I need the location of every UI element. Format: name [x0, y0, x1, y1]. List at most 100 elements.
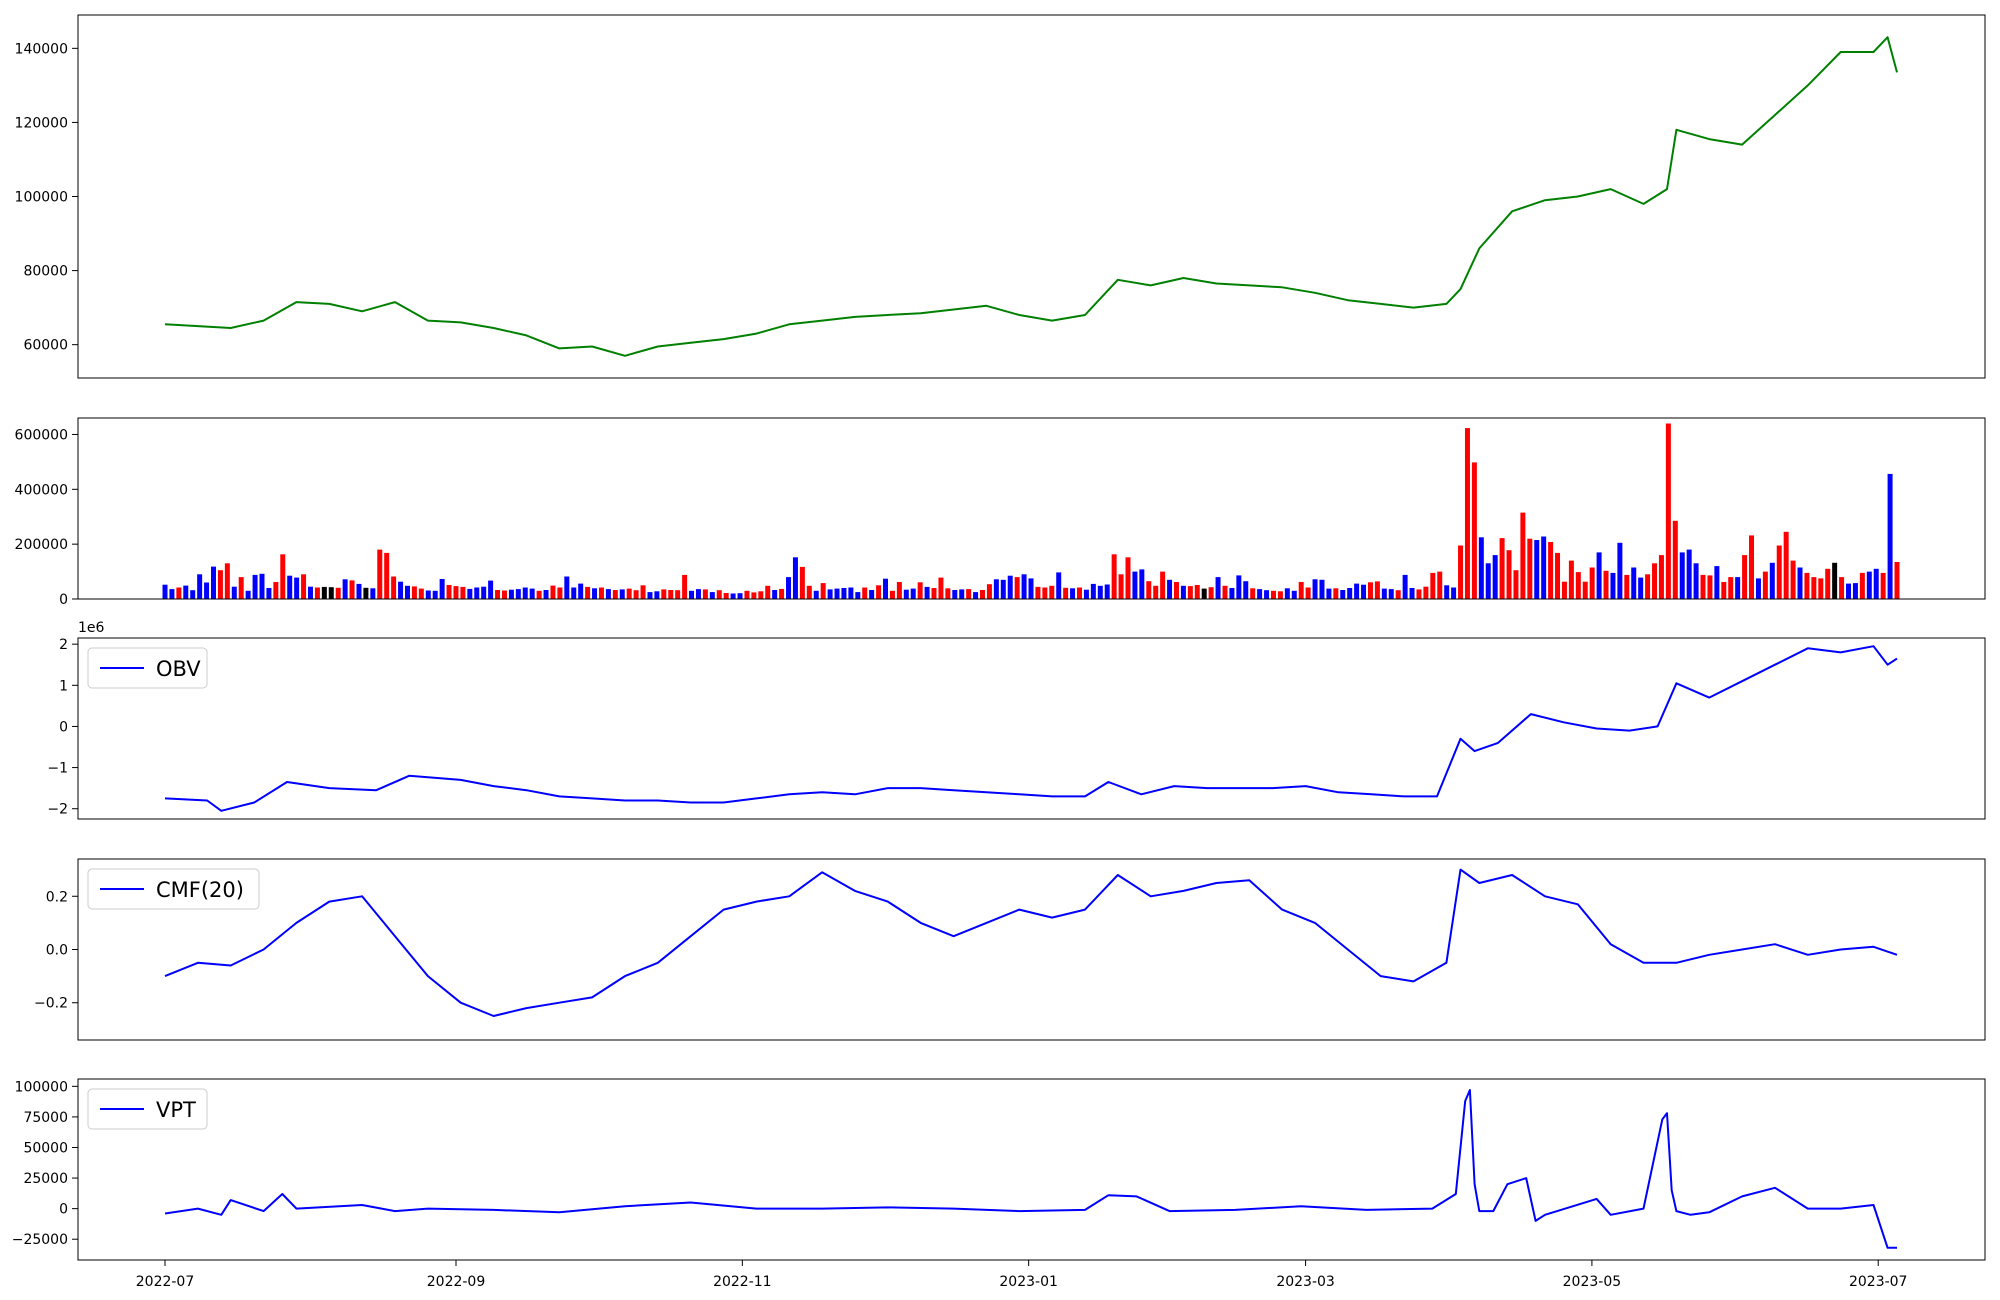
- obv-ytick-label: 1: [59, 678, 68, 694]
- volume-bar: [1707, 575, 1713, 599]
- obv-offset-label: 1e6: [78, 620, 105, 636]
- volume-bar: [598, 587, 604, 599]
- volume-bar: [1077, 587, 1082, 599]
- volume-bar: [751, 592, 757, 599]
- volume-bar: [1243, 581, 1249, 599]
- volume-bar: [1811, 577, 1817, 599]
- volume-bar: [1291, 590, 1297, 599]
- volume-bar: [1527, 538, 1533, 599]
- volume-bar: [869, 590, 875, 599]
- volume-bar: [529, 588, 535, 599]
- volume-bar: [1582, 581, 1588, 599]
- volume-bar: [799, 566, 805, 599]
- volume-bar: [1880, 572, 1886, 599]
- volume-bar: [758, 591, 764, 599]
- volume-bar: [1208, 587, 1214, 599]
- volume-bar: [377, 549, 383, 599]
- volume-bar: [1520, 512, 1526, 599]
- volume-bar: [952, 590, 958, 599]
- volume-bar: [654, 591, 660, 599]
- volume-bar: [1873, 568, 1879, 599]
- volume-bar: [183, 585, 189, 599]
- obv-series-line: [164, 645, 1898, 812]
- volume-bar: [945, 588, 951, 599]
- volume-bar: [1347, 588, 1353, 599]
- volume-bar: [585, 586, 591, 599]
- vpt-ytick-label: 25000: [23, 1171, 68, 1187]
- volume-bar: [959, 589, 965, 599]
- volume-bar: [855, 592, 861, 599]
- volume-bar: [1832, 562, 1838, 599]
- volume-bar: [335, 587, 341, 599]
- volume-bar: [1111, 554, 1117, 599]
- volume-bar: [973, 592, 979, 599]
- volume-bar: [1721, 582, 1727, 599]
- volume-bar: [1506, 550, 1512, 599]
- volume-bar: [1326, 588, 1332, 599]
- price-panel: 60000 80000 100000 120000 140000: [15, 14, 1986, 379]
- vpt-legend-label: VPT: [156, 1098, 196, 1122]
- volume-bar: [1485, 563, 1491, 599]
- volume-bar: [1236, 575, 1242, 599]
- volume-bar: [488, 580, 494, 599]
- volume-bar: [1104, 584, 1110, 599]
- volume-bar: [294, 577, 300, 599]
- volume-bar: [1638, 577, 1644, 599]
- volume-bar: [1049, 585, 1055, 599]
- volume-bar: [1624, 574, 1630, 599]
- volume-bar: [640, 585, 646, 599]
- volume-bar: [848, 587, 854, 599]
- volume-bar: [1063, 587, 1069, 599]
- volume-bar: [1735, 577, 1741, 599]
- volume-bar: [481, 586, 487, 599]
- volume-bar: [834, 588, 840, 599]
- volume-bar: [1776, 545, 1782, 599]
- volume-bar: [813, 590, 819, 599]
- volume-bar: [578, 583, 584, 599]
- vpt-ytick-label: 75000: [23, 1110, 68, 1126]
- volume-bar: [1846, 583, 1851, 599]
- volume-bar: [779, 588, 785, 599]
- volume-bar: [1534, 540, 1540, 599]
- volume-bar: [1367, 582, 1373, 599]
- volume-bar: [647, 592, 653, 599]
- xtick-label: 2022-09: [427, 1274, 486, 1290]
- volume-bar: [1894, 562, 1900, 599]
- volume-bar: [1132, 571, 1138, 599]
- price-ytick-label: 80000: [23, 264, 68, 280]
- volume-bar: [896, 582, 902, 599]
- volume-bar: [668, 590, 674, 599]
- volume-bar: [259, 573, 265, 599]
- volume-bar: [1700, 574, 1706, 599]
- cmf-legend: CMF(20): [87, 868, 260, 910]
- volume-bar: [1180, 585, 1186, 599]
- volume-bar: [1658, 555, 1664, 599]
- volume-bar: [404, 585, 410, 599]
- xtick-label: 2023-03: [1276, 1274, 1335, 1290]
- volume-bar: [1755, 578, 1761, 599]
- cmf-series-line: [164, 868, 1898, 1017]
- volume-bar: [931, 588, 937, 599]
- volume-bar: [1499, 538, 1505, 599]
- volume-bar: [827, 589, 833, 599]
- volume-bar: [689, 590, 695, 599]
- volume-axes-frame: [77, 417, 1986, 600]
- xtick-label: 2022-11: [713, 1274, 772, 1290]
- volume-bar: [605, 589, 611, 599]
- volume-bar: [1728, 577, 1734, 599]
- volume-bar: [1250, 588, 1256, 599]
- xtick-label: 2023-01: [999, 1274, 1058, 1290]
- volume-bar: [1762, 571, 1768, 599]
- volume-bar: [1284, 588, 1290, 599]
- volume-bar: [1652, 563, 1658, 599]
- vpt-ytick-label: 100000: [15, 1079, 68, 1095]
- volume-bar: [737, 593, 743, 599]
- volume-bar: [1097, 585, 1103, 599]
- volume-bar: [439, 579, 445, 599]
- volume-bar: [633, 590, 639, 599]
- volume-bar: [883, 578, 889, 599]
- volume-bar: [1056, 572, 1062, 599]
- volume-bar: [1859, 572, 1865, 599]
- volume-bar: [772, 590, 778, 599]
- volume-bar: [307, 586, 313, 599]
